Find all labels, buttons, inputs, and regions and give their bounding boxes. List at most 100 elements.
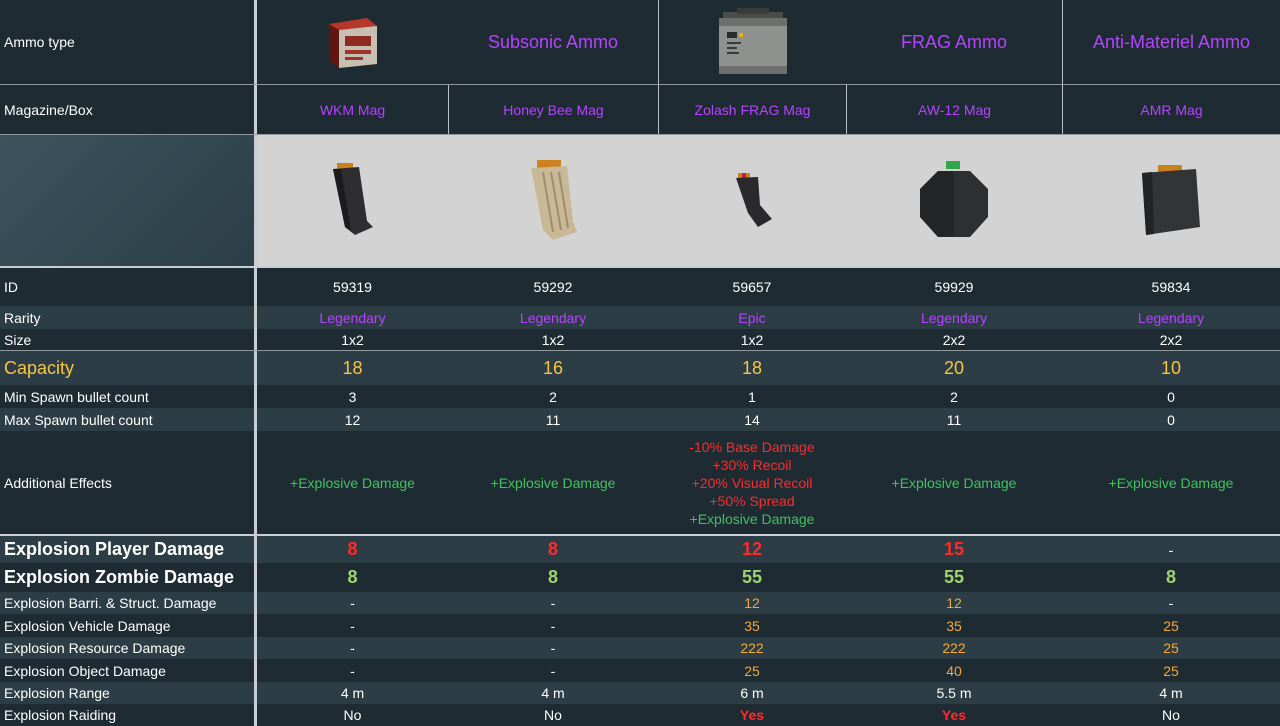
exp-range-value: 4 m: [448, 682, 658, 704]
size-label: Size: [0, 329, 254, 350]
rarity-value: Legendary: [1062, 306, 1280, 329]
exp-object-value: -: [448, 659, 658, 682]
max-spawn-row: Max Spawn bullet count 12 11 14 11 0: [0, 408, 1280, 431]
min-spawn-value: 2: [846, 385, 1062, 408]
exp-barri-row: Explosion Barri. & Struct. Damage - - 12…: [0, 592, 1280, 614]
size-row: Size 1x2 1x2 1x2 2x2 2x2: [0, 329, 1280, 350]
id-label: ID: [0, 268, 254, 306]
exp-zombie-value: 55: [846, 563, 1062, 592]
ammo-box-icon: [323, 14, 383, 70]
exp-zombie-value: 8: [257, 563, 448, 592]
effect-line: -10% Base Damage: [689, 438, 815, 455]
capacity-value: 18: [658, 351, 846, 385]
exp-range-value: 4 m: [257, 682, 448, 704]
honey-bee-mag-icon: [523, 158, 583, 244]
exp-raiding-value: No: [257, 704, 448, 726]
rarity-label: Rarity: [0, 306, 254, 329]
exp-raiding-value: No: [448, 704, 658, 726]
exp-player-value: 12: [658, 536, 846, 563]
exp-object-label: Explosion Object Damage: [0, 659, 254, 682]
effect-line: +Explosive Damage: [1108, 474, 1234, 491]
exp-barri-value: -: [448, 592, 658, 614]
effects-cell: +Explosive Damage: [448, 431, 658, 534]
exp-player-label: Explosion Player Damage: [0, 536, 254, 563]
ammo-type-cell-1: [257, 0, 448, 84]
size-value: 1x2: [448, 329, 658, 350]
max-spawn-value: 11: [846, 408, 1062, 431]
exp-raiding-value: Yes: [658, 704, 846, 726]
ammo-type-subsonic: Subsonic Ammo: [448, 0, 658, 84]
zolash-frag-mag-icon: [730, 171, 774, 231]
min-spawn-label: Min Spawn bullet count: [0, 385, 254, 408]
exp-raiding-label: Explosion Raiding: [0, 704, 254, 726]
size-value: 1x2: [658, 329, 846, 350]
ammo-type-row: Ammo type Subsonic Ammo: [0, 0, 1280, 84]
exp-player-value: -: [1062, 536, 1280, 563]
ammo-type-frag: FRAG Ammo: [846, 0, 1062, 84]
exp-vehicle-row: Explosion Vehicle Damage - - 35 35 25: [0, 614, 1280, 637]
exp-resource-value: -: [257, 637, 448, 659]
exp-zombie-label: Explosion Zombie Damage: [0, 563, 254, 592]
min-spawn-value: 2: [448, 385, 658, 408]
max-spawn-label: Max Spawn bullet count: [0, 408, 254, 431]
exp-range-value: 6 m: [658, 682, 846, 704]
exp-vehicle-value: 35: [846, 614, 1062, 637]
size-value: 2x2: [846, 329, 1062, 350]
amr-mag-icon: [1136, 163, 1206, 239]
min-spawn-value: 3: [257, 385, 448, 408]
capacity-value: 16: [448, 351, 658, 385]
exp-resource-row: Explosion Resource Damage - - 222 222 25: [0, 637, 1280, 659]
exp-raiding-row: Explosion Raiding No No Yes Yes No: [0, 704, 1280, 726]
effects-cell: -10% Base Damage +30% Recoil +20% Visual…: [658, 431, 846, 534]
ammo-type-antimateriel: Anti-Materiel Ammo: [1062, 0, 1280, 84]
id-value: 59292: [448, 268, 658, 306]
min-spawn-row: Min Spawn bullet count 3 2 1 2 0: [0, 385, 1280, 408]
effect-line: +Explosive Damage: [891, 474, 1017, 491]
effects-cell: +Explosive Damage: [846, 431, 1062, 534]
exp-raiding-value: No: [1062, 704, 1280, 726]
ammo-type-label: Ammo type: [0, 0, 254, 84]
min-spawn-value: 1: [658, 385, 846, 408]
capacity-value: 10: [1062, 351, 1280, 385]
exp-barri-value: 12: [658, 592, 846, 614]
exp-object-value: 25: [1062, 659, 1280, 682]
exp-zombie-value: 8: [448, 563, 658, 592]
size-value: 1x2: [257, 329, 448, 350]
max-spawn-value: 14: [658, 408, 846, 431]
exp-zombie-value: 55: [658, 563, 846, 592]
magazine-label: Magazine/Box: [0, 85, 254, 134]
effect-line: +30% Recoil: [712, 456, 792, 473]
effect-line: +20% Visual Recoil: [691, 474, 813, 491]
id-value: 59929: [846, 268, 1062, 306]
min-spawn-value: 0: [1062, 385, 1280, 408]
capacity-value: 20: [846, 351, 1062, 385]
rarity-value: Legendary: [846, 306, 1062, 329]
exp-raiding-value: Yes: [846, 704, 1062, 726]
exp-resource-value: 25: [1062, 637, 1280, 659]
capacity-row: Capacity 18 16 18 20 10: [0, 351, 1280, 385]
effects-cell: +Explosive Damage: [257, 431, 448, 534]
rarity-row: Rarity Legendary Legendary Epic Legendar…: [0, 306, 1280, 329]
magazine-name: Honey Bee Mag: [448, 85, 658, 134]
rarity-value: Epic: [658, 306, 846, 329]
exp-object-value: 25: [658, 659, 846, 682]
exp-range-label: Explosion Range: [0, 682, 254, 704]
exp-vehicle-label: Explosion Vehicle Damage: [0, 614, 254, 637]
effects-row: Additional Effects +Explosive Damage +Ex…: [0, 431, 1280, 534]
exp-vehicle-value: 25: [1062, 614, 1280, 637]
aw12-drum-mag-icon: [914, 159, 994, 243]
exp-barri-label: Explosion Barri. & Struct. Damage: [0, 592, 254, 614]
exp-vehicle-value: -: [257, 614, 448, 637]
exp-object-value: -: [257, 659, 448, 682]
max-spawn-value: 11: [448, 408, 658, 431]
id-row: ID 59319 59292 59657 59929 59834: [0, 268, 1280, 306]
effect-line: +Explosive Damage: [290, 474, 415, 491]
magazine-row: Magazine/Box WKM Mag Honey Bee Mag Zolas…: [0, 85, 1280, 134]
exp-zombie-value: 8: [1062, 563, 1280, 592]
exp-player-row: Explosion Player Damage 8 8 12 15 -: [0, 536, 1280, 563]
exp-resource-value: -: [448, 637, 658, 659]
exp-range-value: 4 m: [1062, 682, 1280, 704]
exp-resource-value: 222: [658, 637, 846, 659]
exp-vehicle-value: 35: [658, 614, 846, 637]
effect-line: +50% Spread: [709, 492, 795, 509]
